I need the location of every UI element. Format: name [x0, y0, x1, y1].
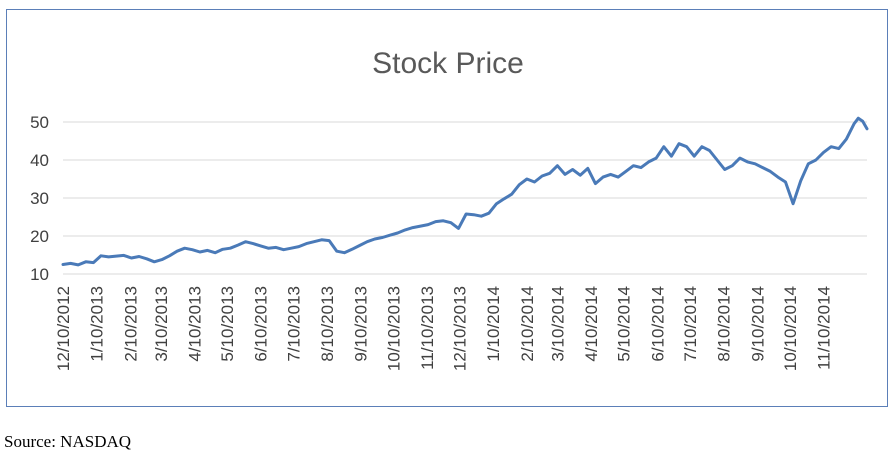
y-tick-label: 20	[30, 227, 49, 246]
x-tick-label: 3/10/2014	[548, 286, 567, 362]
x-tick-label: 3/10/2013	[152, 286, 171, 362]
x-tick-label: 2/10/2013	[121, 286, 140, 362]
x-tick-label: 11/10/2013	[418, 286, 437, 370]
x-tick-label: 4/10/2013	[185, 286, 204, 362]
y-tick-label: 40	[30, 151, 49, 170]
x-tick-label: 1/10/2014	[484, 286, 503, 362]
x-tick-label: 8/10/2014	[715, 286, 734, 362]
x-tick-label: 5/10/2014	[615, 286, 634, 362]
x-tick-label: 12/10/2012	[54, 286, 73, 371]
y-axis-ticks: 10 20 30 40 50	[30, 113, 49, 284]
series-line-stock-price	[61, 116, 869, 267]
x-tick-label: 8/10/2013	[318, 286, 337, 362]
x-axis-ticks: 12/10/2012 1/10/2013 2/10/2013 3/10/2013 4/1…	[54, 286, 834, 371]
x-tick-label: 12/10/2013	[451, 286, 470, 371]
chart-title: Stock Price	[372, 47, 524, 80]
x-tick-label: 2/10/2014	[518, 286, 537, 362]
x-tick-label: 7/10/2014	[681, 286, 700, 362]
source-note: Source: NASDAQ	[4, 432, 132, 451]
x-tick-label: 6/10/2014	[648, 286, 667, 362]
x-tick-label: 10/10/2013	[384, 286, 403, 371]
stock-price-chart: 10 20 30 40 50 12/10/2012 1/10/2013 2/10/2013 3…	[30, 113, 869, 371]
x-tick-label: 5/10/2013	[218, 286, 237, 362]
x-tick-label: 9/10/2013	[352, 286, 371, 362]
y-tick-label: 30	[30, 189, 49, 208]
gridlines	[63, 121, 867, 275]
x-tick-label: 1/10/2013	[88, 286, 107, 362]
x-tick-label: 11/10/2014	[815, 286, 834, 370]
x-tick-label: 10/10/2014	[781, 286, 800, 371]
series-layer	[61, 116, 869, 267]
x-tick-label: 7/10/2013	[284, 286, 303, 362]
chart-frame: Stock Price 10 20 30 40 50 12/10/2012 1/10/20…	[6, 9, 888, 407]
x-tick-label: 9/10/2014	[748, 286, 767, 362]
x-tick-label: 6/10/2013	[252, 286, 271, 362]
y-tick-label: 50	[30, 113, 49, 132]
x-tick-label: 4/10/2014	[582, 286, 601, 362]
y-tick-label: 10	[30, 265, 49, 284]
